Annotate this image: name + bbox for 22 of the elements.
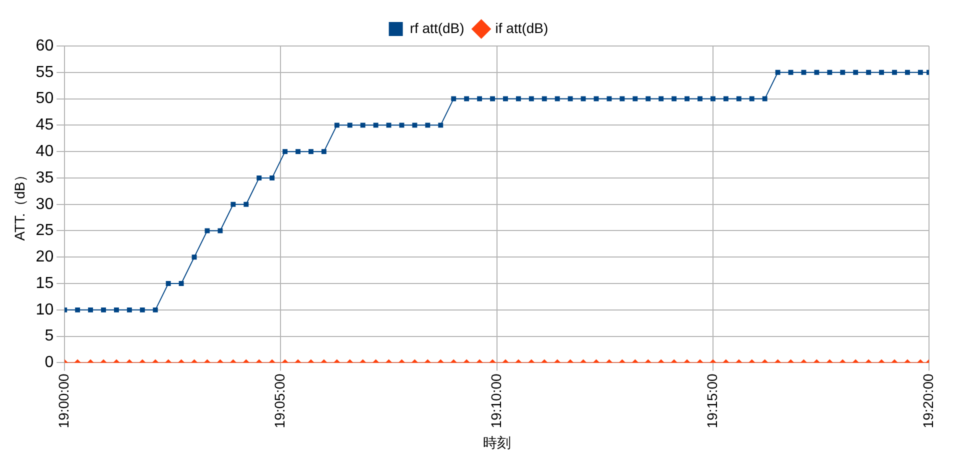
y-tick-label: 45 (36, 116, 54, 134)
y-tick-label: 35 (36, 169, 54, 186)
y-tick-label: 15 (36, 274, 54, 292)
x-tick-label: 19:05:00 (271, 373, 288, 428)
y-tick-label: 55 (36, 64, 54, 81)
x-tick-label: 19:15:00 (704, 373, 720, 428)
y-tick-label: 60 (36, 37, 54, 54)
y-tick-label: 0 (44, 354, 54, 372)
x-tick-label: 19:20:00 (920, 373, 936, 428)
y-tick-label: 5 (44, 328, 54, 345)
y-tick-label: 25 (36, 222, 54, 240)
legend-label: rf att(dB) (410, 20, 464, 36)
x-tick-label: 19:10:00 (488, 373, 504, 428)
y-tick-label: 10 (36, 301, 54, 318)
y-tick-label: 40 (36, 142, 54, 160)
y-tick-label: 50 (36, 90, 54, 108)
y-axis-title: ATT.（dB） (11, 168, 28, 241)
y-tick-label: 30 (36, 196, 54, 213)
legend-label: if att(dB) (495, 20, 548, 36)
x-tick-label: 19:00:00 (55, 373, 72, 428)
x-axis-title: 時刻 (482, 434, 511, 450)
y-tick-label: 20 (36, 248, 54, 266)
